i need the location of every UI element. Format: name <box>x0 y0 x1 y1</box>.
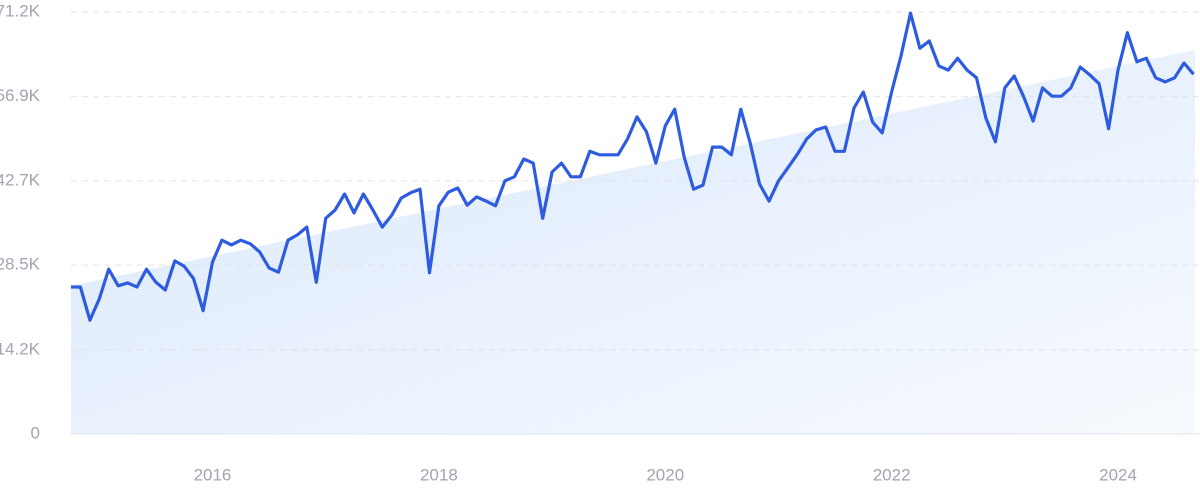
trend-area <box>71 49 1195 434</box>
x-tick-label: 2020 <box>646 465 684 484</box>
x-tick-label: 2018 <box>420 465 458 484</box>
y-tick-label: 71.2K <box>0 1 41 20</box>
x-tick-label: 2022 <box>873 465 911 484</box>
y-tick-label: 56.9K <box>0 86 41 105</box>
x-tick-label: 2024 <box>1099 465 1137 484</box>
x-tick-label: 2016 <box>194 465 232 484</box>
y-tick-label: 14.2K <box>0 339 41 358</box>
y-tick-label: 28.5K <box>0 255 41 274</box>
y-tick-label: 42.7K <box>0 170 41 189</box>
y-tick-label: 0 <box>31 423 40 442</box>
data-line <box>71 11 1195 322</box>
